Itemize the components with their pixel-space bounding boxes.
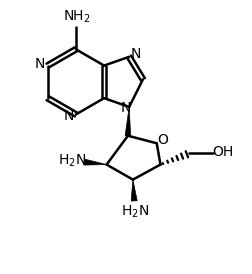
- Text: N: N: [63, 109, 74, 123]
- Text: NH$_2$: NH$_2$: [63, 9, 91, 25]
- Text: N: N: [131, 47, 141, 61]
- Polygon shape: [84, 159, 107, 165]
- Text: OH: OH: [212, 145, 233, 159]
- Text: O: O: [158, 133, 168, 147]
- Text: H$_2$N: H$_2$N: [121, 203, 149, 220]
- Polygon shape: [125, 107, 131, 136]
- Text: N: N: [120, 101, 131, 115]
- Text: N: N: [35, 57, 45, 71]
- Polygon shape: [131, 179, 137, 201]
- Text: H$_2$N: H$_2$N: [58, 153, 86, 169]
